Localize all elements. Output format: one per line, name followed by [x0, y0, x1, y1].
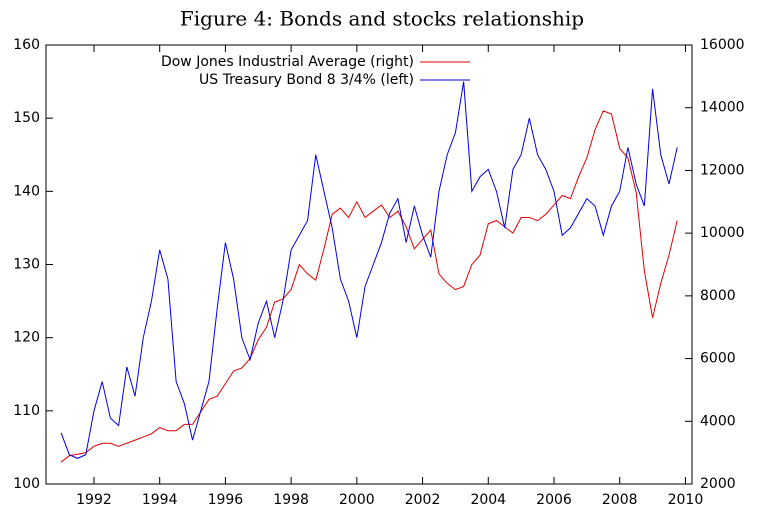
- x-tick-label: 1998: [273, 492, 309, 508]
- x-tick-label: 2004: [470, 492, 506, 508]
- x-tick-label: 2010: [668, 492, 704, 508]
- x-tick-label: 2002: [405, 492, 441, 508]
- y2-tick-label: 16000: [700, 37, 745, 53]
- x-tick-label: 2006: [536, 492, 572, 508]
- x-tick-label: 2000: [339, 492, 375, 508]
- y2-tick-label: 8000: [700, 288, 736, 304]
- y2-tick-label: 10000: [700, 225, 745, 241]
- y2-tick-label: 12000: [700, 162, 745, 178]
- plot-border: [45, 44, 693, 485]
- y-tick-label: 130: [13, 257, 40, 273]
- legend-label: Dow Jones Industrial Average (right): [161, 54, 414, 70]
- y-tick-label: 140: [13, 183, 40, 199]
- line-series: [60, 81, 678, 459]
- y-tick-label: 120: [13, 330, 40, 346]
- x-tick-label: 1996: [208, 492, 244, 508]
- y2-tick-label: 14000: [700, 100, 745, 116]
- line-series: [60, 110, 678, 463]
- x-tick-label: 2008: [602, 492, 638, 508]
- y-tick-label: 160: [13, 37, 40, 53]
- x-tick-label: 1992: [76, 492, 112, 508]
- legend-label: US Treasury Bond 8 3/4% (left): [199, 72, 414, 88]
- y2-tick-label: 6000: [700, 351, 736, 367]
- y-tick-label: 110: [13, 403, 40, 419]
- y-tick-label: 150: [13, 110, 40, 126]
- x-tick-label: 1994: [142, 492, 178, 508]
- y-tick-label: 100: [13, 476, 40, 492]
- chart-title: Figure 4: Bonds and stocks relationship: [180, 7, 584, 31]
- y2-tick-label: 4000: [700, 413, 736, 429]
- y2-tick-label: 2000: [700, 476, 736, 492]
